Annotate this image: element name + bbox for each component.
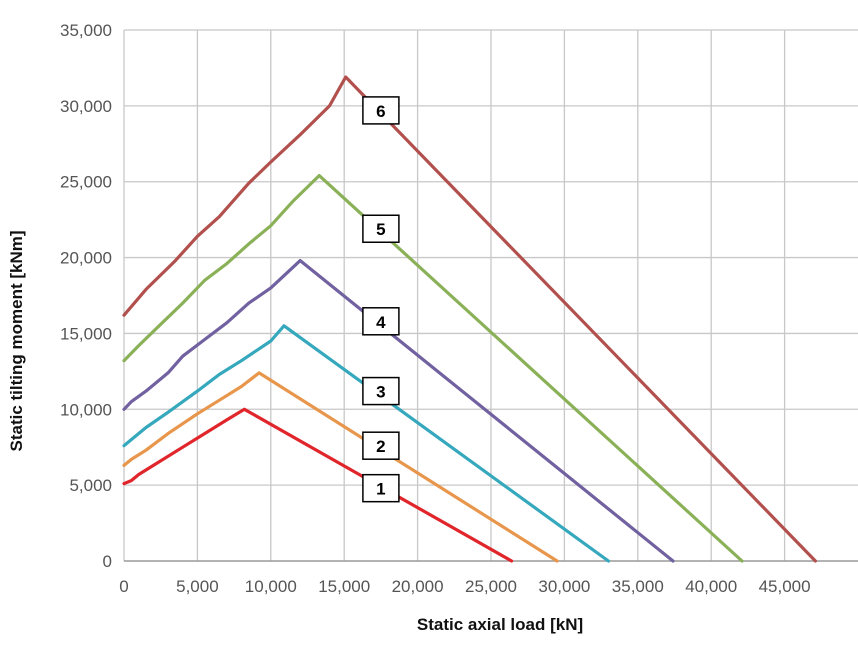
series-labels: 1 2 3 4 5 6 — [362, 96, 400, 503]
y-tick-label: 20,000 — [60, 249, 112, 268]
x-tick-label: 30,000 — [538, 577, 590, 596]
y-tick-label: 10,000 — [60, 400, 112, 419]
x-tick-label: 40,000 — [685, 577, 737, 596]
y-tick-label: 35,000 — [60, 21, 112, 40]
series-label-text: 1 — [376, 480, 385, 499]
x-tick-label: 20,000 — [392, 577, 444, 596]
series-line-4 — [122, 259, 675, 563]
series-line-6 — [122, 75, 818, 563]
grid — [123, 29, 858, 561]
series-label-box — [362, 376, 400, 406]
series-label-text: 3 — [376, 383, 385, 402]
series-label-text: 4 — [376, 313, 386, 332]
y-tick-label: 15,000 — [60, 324, 112, 343]
y-axis-title: Static tilting moment [kNm] — [7, 230, 26, 451]
series-label-text: 5 — [376, 220, 385, 239]
x-tick-label: 15,000 — [318, 577, 370, 596]
series-label-3: 3 — [362, 376, 400, 406]
series-line-3 — [122, 324, 611, 563]
series-label-1: 1 — [362, 473, 400, 503]
series-line-1 — [122, 407, 514, 563]
series-label-4: 4 — [362, 307, 400, 336]
series-label-text: 2 — [376, 437, 385, 456]
series-label-box — [362, 431, 400, 460]
series-line-5 — [122, 174, 744, 563]
y-tick-label: 0 — [103, 552, 112, 571]
y-tick-label: 25,000 — [60, 173, 112, 192]
series-label-2: 2 — [362, 431, 400, 460]
y-tick-label: 5,000 — [69, 476, 112, 495]
y-tick-label: 30,000 — [60, 97, 112, 116]
series-label-text: 6 — [376, 102, 385, 121]
series-label-5: 5 — [362, 214, 400, 243]
x-axis-title: Static axial load [kN] — [417, 615, 583, 634]
x-tick-label: 0 — [119, 577, 128, 596]
x-tick-label: 25,000 — [465, 577, 517, 596]
series-label-6: 6 — [362, 96, 400, 125]
x-tick-label: 35,000 — [612, 577, 664, 596]
series-lines — [122, 75, 818, 563]
series-label-box — [362, 307, 400, 336]
series-label-box — [362, 473, 400, 503]
series-line-2 — [122, 371, 559, 563]
x-tick-label: 5,000 — [176, 577, 219, 596]
series-label-box — [362, 96, 400, 125]
x-tick-label: 10,000 — [245, 577, 297, 596]
axes: 05,00010,00015,00020,00025,00030,00035,0… — [60, 21, 858, 596]
x-tick-label: 45,000 — [759, 577, 811, 596]
series-label-box — [362, 214, 400, 243]
